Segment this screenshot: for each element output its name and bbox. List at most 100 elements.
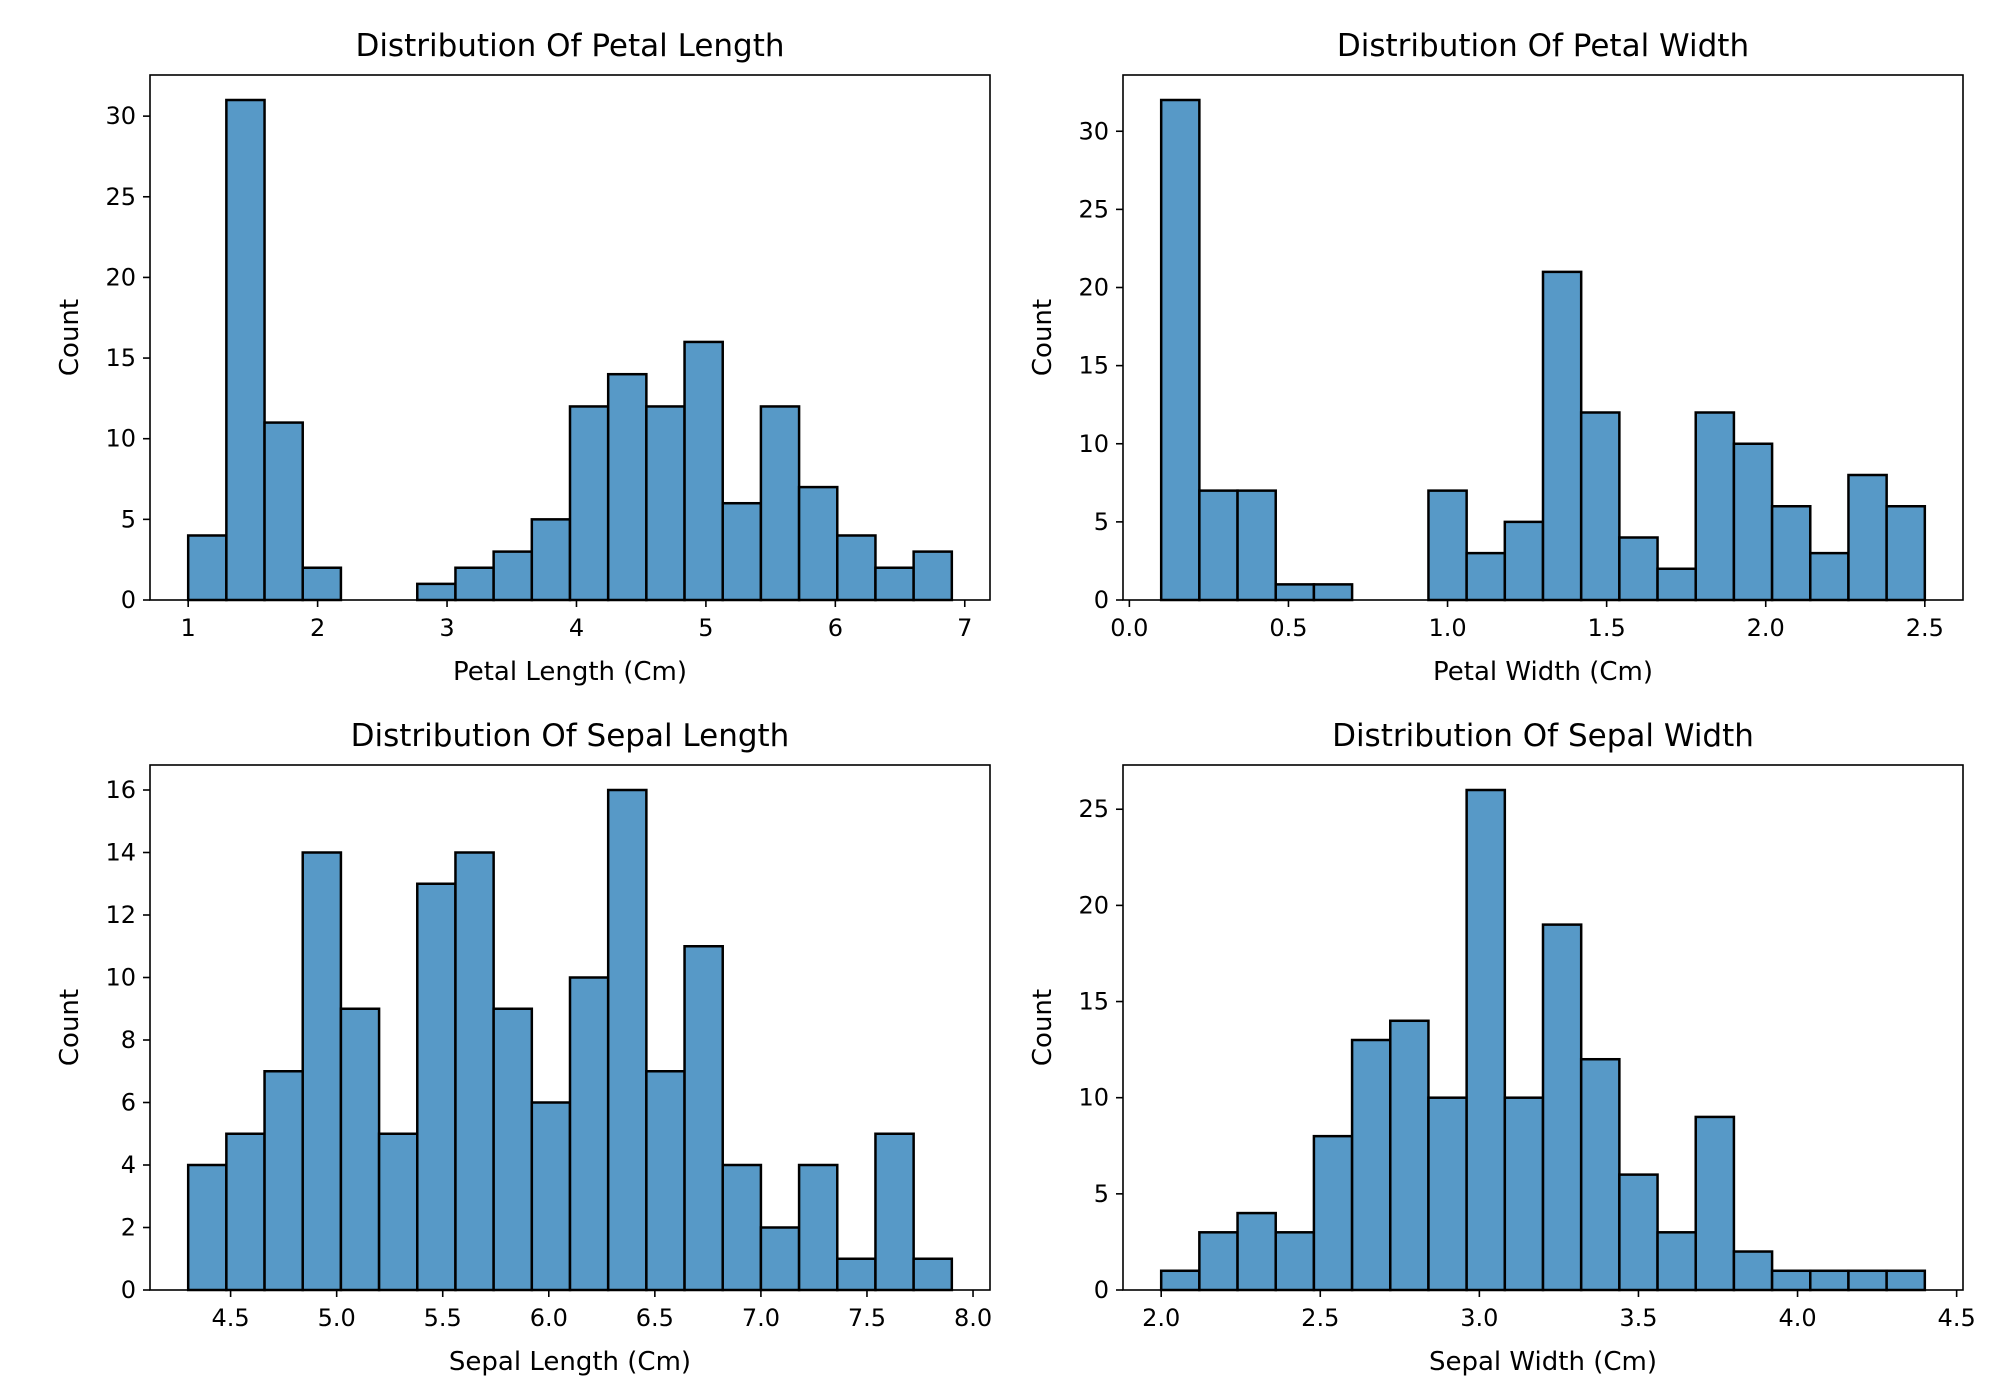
histogram-bar (874, 1132, 915, 1292)
x-tick-label: 4.0 (1778, 1304, 1816, 1332)
histogram-bar (1885, 505, 1927, 602)
histogram-bar (377, 1132, 419, 1292)
y-tick-label: 0 (1094, 1276, 1109, 1304)
histogram-bar (1770, 1269, 1812, 1292)
y-tick-label: 0 (121, 586, 136, 614)
histogram-bar (912, 550, 954, 602)
histogram-bar (1847, 1269, 1888, 1292)
x-axis-label: Petal Width (Cm) (1433, 657, 1653, 687)
histogram-bar (1618, 1173, 1659, 1292)
chart-title: Distribution Of Petal Length (355, 28, 784, 64)
histogram-bar (1236, 1211, 1277, 1292)
histogram-bar (721, 1163, 763, 1292)
histogram-bar (1503, 1096, 1545, 1292)
histogram-bar (1656, 567, 1697, 602)
axes-frame (1122, 764, 1964, 1291)
x-tick-label: 8.0 (954, 1304, 992, 1332)
y-tick-label: 30 (1078, 117, 1109, 145)
x-tick-label: 4 (569, 614, 584, 642)
x-tick-label: 0.5 (1269, 614, 1307, 642)
y-tick-label: 14 (105, 839, 136, 867)
histogram-bar (530, 518, 572, 602)
histogram-bar (912, 1257, 954, 1292)
x-tick-label: 1 (181, 614, 196, 642)
histogram-bar (263, 1070, 304, 1292)
histogram-bar (1312, 583, 1354, 602)
x-tick-label: 6.0 (530, 1304, 568, 1332)
x-tick-label: 3 (439, 614, 454, 642)
histogram-bar (1159, 1269, 1201, 1292)
y-tick-label: 5 (121, 505, 136, 533)
x-tick-label: 1.5 (1588, 614, 1626, 642)
chart-title: Distribution Of Sepal Length (351, 718, 790, 754)
histogram-bar (1885, 1269, 1927, 1292)
histogram-bar (1389, 1019, 1430, 1292)
histogram-bar (416, 882, 457, 1292)
histogram-bar (1618, 536, 1659, 602)
x-tick-label: 2 (310, 614, 325, 642)
y-tick-label: 5 (1094, 508, 1109, 536)
histogram-bar (683, 340, 724, 602)
histogram-bar (1159, 98, 1201, 602)
histogram-bar (1198, 489, 1239, 602)
histogram-bar (1809, 551, 1850, 602)
histogram-bar (1274, 583, 1316, 602)
x-tick-label: 2.5 (1301, 1304, 1339, 1332)
histogram-bar (1198, 1231, 1239, 1292)
y-tick-label: 15 (105, 344, 136, 372)
y-tick-label: 20 (1078, 274, 1109, 302)
histogram-bar (1656, 1231, 1697, 1292)
histogram-bar (836, 534, 877, 602)
histogram-bar (606, 372, 648, 602)
histogram-bar (1732, 442, 1774, 602)
histogram-bar (606, 788, 648, 1292)
histogram-bar (645, 1070, 686, 1292)
x-tick-label: 0.0 (1110, 614, 1148, 642)
x-tick-label: 2.5 (1906, 614, 1944, 642)
histogram-bar (1694, 411, 1736, 602)
histogram-bar (263, 421, 304, 602)
histogram-bar (454, 566, 495, 602)
y-tick-label: 25 (1078, 795, 1109, 823)
histogram-bar (186, 1163, 228, 1292)
y-tick-label: 10 (1078, 430, 1109, 458)
y-axis-label: Count (55, 989, 85, 1066)
chart-panel-2: 0.0 0.5 1.0 1.5 2.0 2.5 0 5 10 15 20 25 30 Distributi… (1028, 28, 1964, 687)
bars (1159, 788, 1927, 1292)
x-tick-label: 4.5 (212, 1304, 250, 1332)
histogram-bar (1541, 923, 1583, 1292)
histogram-bar (759, 1226, 801, 1292)
chart-panel-3: 4.5 5.0 5.5 6.0 6.5 7.0 7.5 8.0 0 2 4 6 8 10 12 14 16 Dis… (55, 718, 992, 1377)
y-tick-label: 0 (121, 1276, 136, 1304)
y-tick-label: 2 (121, 1214, 136, 1242)
x-tick-label: 5 (698, 614, 713, 642)
histogram-bar (1809, 1269, 1850, 1292)
chart-panel-4: 2.0 2.5 3.0 3.5 4.0 4.5 0 5 10 15 20 25 Distribution… (1028, 718, 1976, 1377)
y-tick-label: 10 (105, 964, 136, 992)
histogram-bar (301, 851, 343, 1292)
y-tick-label: 10 (105, 425, 136, 453)
histogram-bar (1541, 270, 1583, 602)
axes-frame (149, 764, 991, 1291)
histogram-bar (339, 1007, 381, 1292)
histogram-bar (683, 945, 724, 1292)
y-tick-label: 25 (1078, 195, 1109, 223)
histogram-bar (1312, 1134, 1354, 1292)
chart-title: Distribution Of Petal Width (1337, 28, 1749, 64)
axes-frame (1122, 74, 1964, 601)
x-tick-label: 7.5 (848, 1304, 886, 1332)
histogram-bar (492, 550, 534, 602)
x-tick-label: 4.5 (1938, 1304, 1976, 1332)
histogram-bar (1579, 411, 1621, 602)
histogram-bar (225, 1132, 266, 1292)
y-tick-label: 4 (121, 1151, 136, 1179)
histogram-bar (1503, 520, 1545, 602)
x-tick-label: 2.0 (1747, 614, 1785, 642)
histogram-bar (1274, 1231, 1316, 1292)
histogram-bar (301, 566, 343, 602)
histogram-bar (759, 405, 801, 602)
y-tick-label: 10 (1078, 1084, 1109, 1112)
x-axis-label: Sepal Length (Cm) (449, 1347, 691, 1377)
y-axis-label: Count (55, 299, 85, 376)
chart-panel-1: 1 2 3 4 5 6 7 0 5 10 15 20 25 30 Distribution Of Petal… (55, 28, 991, 687)
